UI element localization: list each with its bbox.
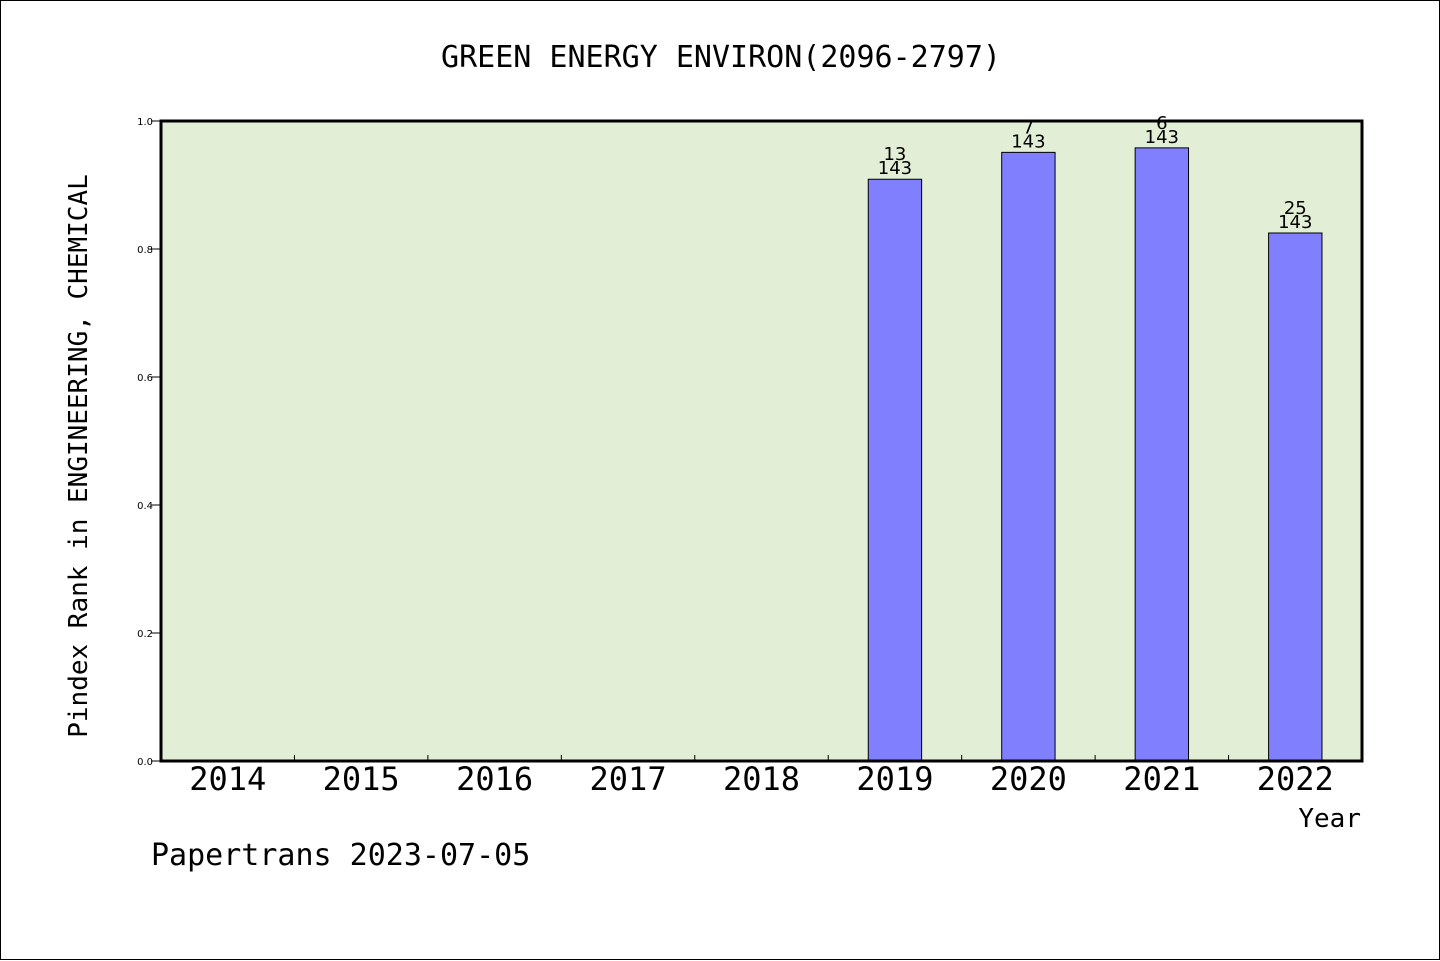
bar-rank-label: 13	[883, 144, 906, 165]
y-axis-ticks: 0.0 0.2 0.4 0.6 0.8 1.0	[137, 117, 161, 768]
bar-rank-label: 6	[1156, 113, 1167, 134]
y-tick-label: 0.8	[137, 245, 153, 256]
chart-title: GREEN ENERGY ENVIRON(2096-2797)	[441, 40, 1001, 75]
x-tick-label: 2016	[456, 760, 533, 798]
bar-2019	[867, 178, 923, 762]
bar-rank-label: 25	[1284, 198, 1307, 219]
x-tick-label: 2022	[1257, 760, 1334, 798]
x-tick-label: 2014	[189, 760, 266, 798]
x-tick-label: 2017	[590, 760, 667, 798]
x-tick-label: 2020	[990, 760, 1067, 798]
bar-rank-label: 7	[1023, 117, 1034, 138]
x-axis-label: Year	[1298, 804, 1361, 834]
bar-total-label: 143	[1278, 212, 1312, 233]
bars-group	[867, 147, 1323, 762]
bar-2021	[1134, 147, 1190, 762]
x-tick-label: 2019	[856, 760, 933, 798]
plot-border	[159, 119, 1364, 763]
y-tick-label: 0.2	[137, 629, 153, 640]
x-tick-label: 2015	[323, 760, 400, 798]
bar-2020	[1001, 151, 1056, 762]
bar-total-label: 143	[1011, 131, 1045, 152]
x-axis-ticks: 2014 2015 2016 2017 2018 2019 2020 2021 2022	[189, 755, 1334, 798]
footer-credit: Papertrans 2023-07-05	[151, 838, 530, 873]
y-tick-label: 0.0	[137, 757, 153, 768]
bar-2022	[1268, 232, 1323, 762]
bar-total-label: 143	[878, 158, 912, 179]
bar-total-label: 143	[1145, 127, 1179, 148]
x-tick-label: 2021	[1123, 760, 1200, 798]
y-axis-label: Pindex Rank in ENGINEERING, CHEMICAL	[64, 174, 94, 738]
y-tick-label: 0.6	[137, 373, 153, 384]
x-tick-label: 2018	[723, 760, 800, 798]
y-tick-label: 0.4	[137, 501, 153, 512]
y-tick-label: 1.0	[137, 117, 153, 128]
